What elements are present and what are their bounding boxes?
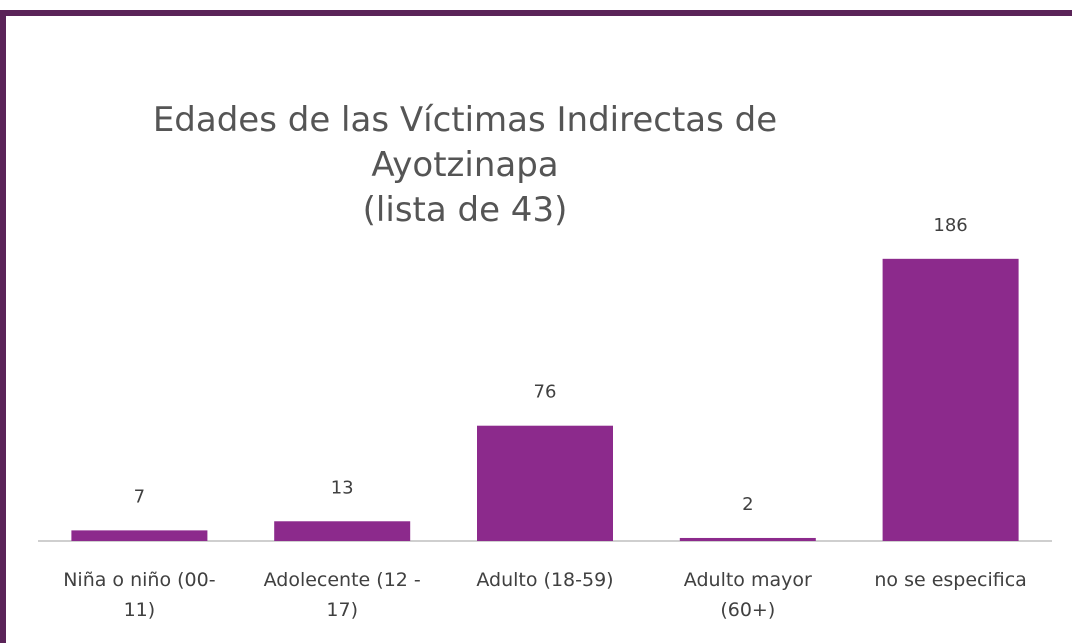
- x-tick-label: no se especifica: [874, 569, 1026, 591]
- bar: [882, 258, 1019, 541]
- data-label: 186: [933, 215, 967, 236]
- chart-title-line-2: Ayotzinapa: [371, 145, 559, 185]
- bar: [679, 537, 816, 541]
- bar: [477, 425, 613, 541]
- data-label: 2: [742, 494, 753, 515]
- bar: [71, 530, 208, 541]
- frame-border-top: [0, 10, 1072, 16]
- x-tick-label: Adolecente (12 -: [264, 569, 421, 591]
- frame-border-left: [0, 10, 6, 643]
- x-tick-label: 17): [326, 599, 358, 621]
- x-tick-label: Adulto (18-59): [476, 569, 613, 591]
- x-tick-label: 11): [124, 599, 156, 621]
- data-label: 7: [134, 486, 145, 507]
- chart-title-line-3: (lista de 43): [362, 190, 568, 230]
- bar: [274, 521, 411, 541]
- x-tick-label: (60+): [720, 599, 775, 621]
- x-tick-label: Niña o niño (00-: [63, 569, 215, 591]
- x-tick-label: Adulto mayor: [684, 569, 812, 591]
- data-label: 76: [534, 382, 557, 403]
- chart-title-line-1: Edades de las Víctimas Indirectas de: [152, 100, 778, 140]
- chart-title: Edades de las Víctimas Indirectas de Ayo…: [110, 98, 820, 233]
- data-label: 13: [331, 477, 354, 498]
